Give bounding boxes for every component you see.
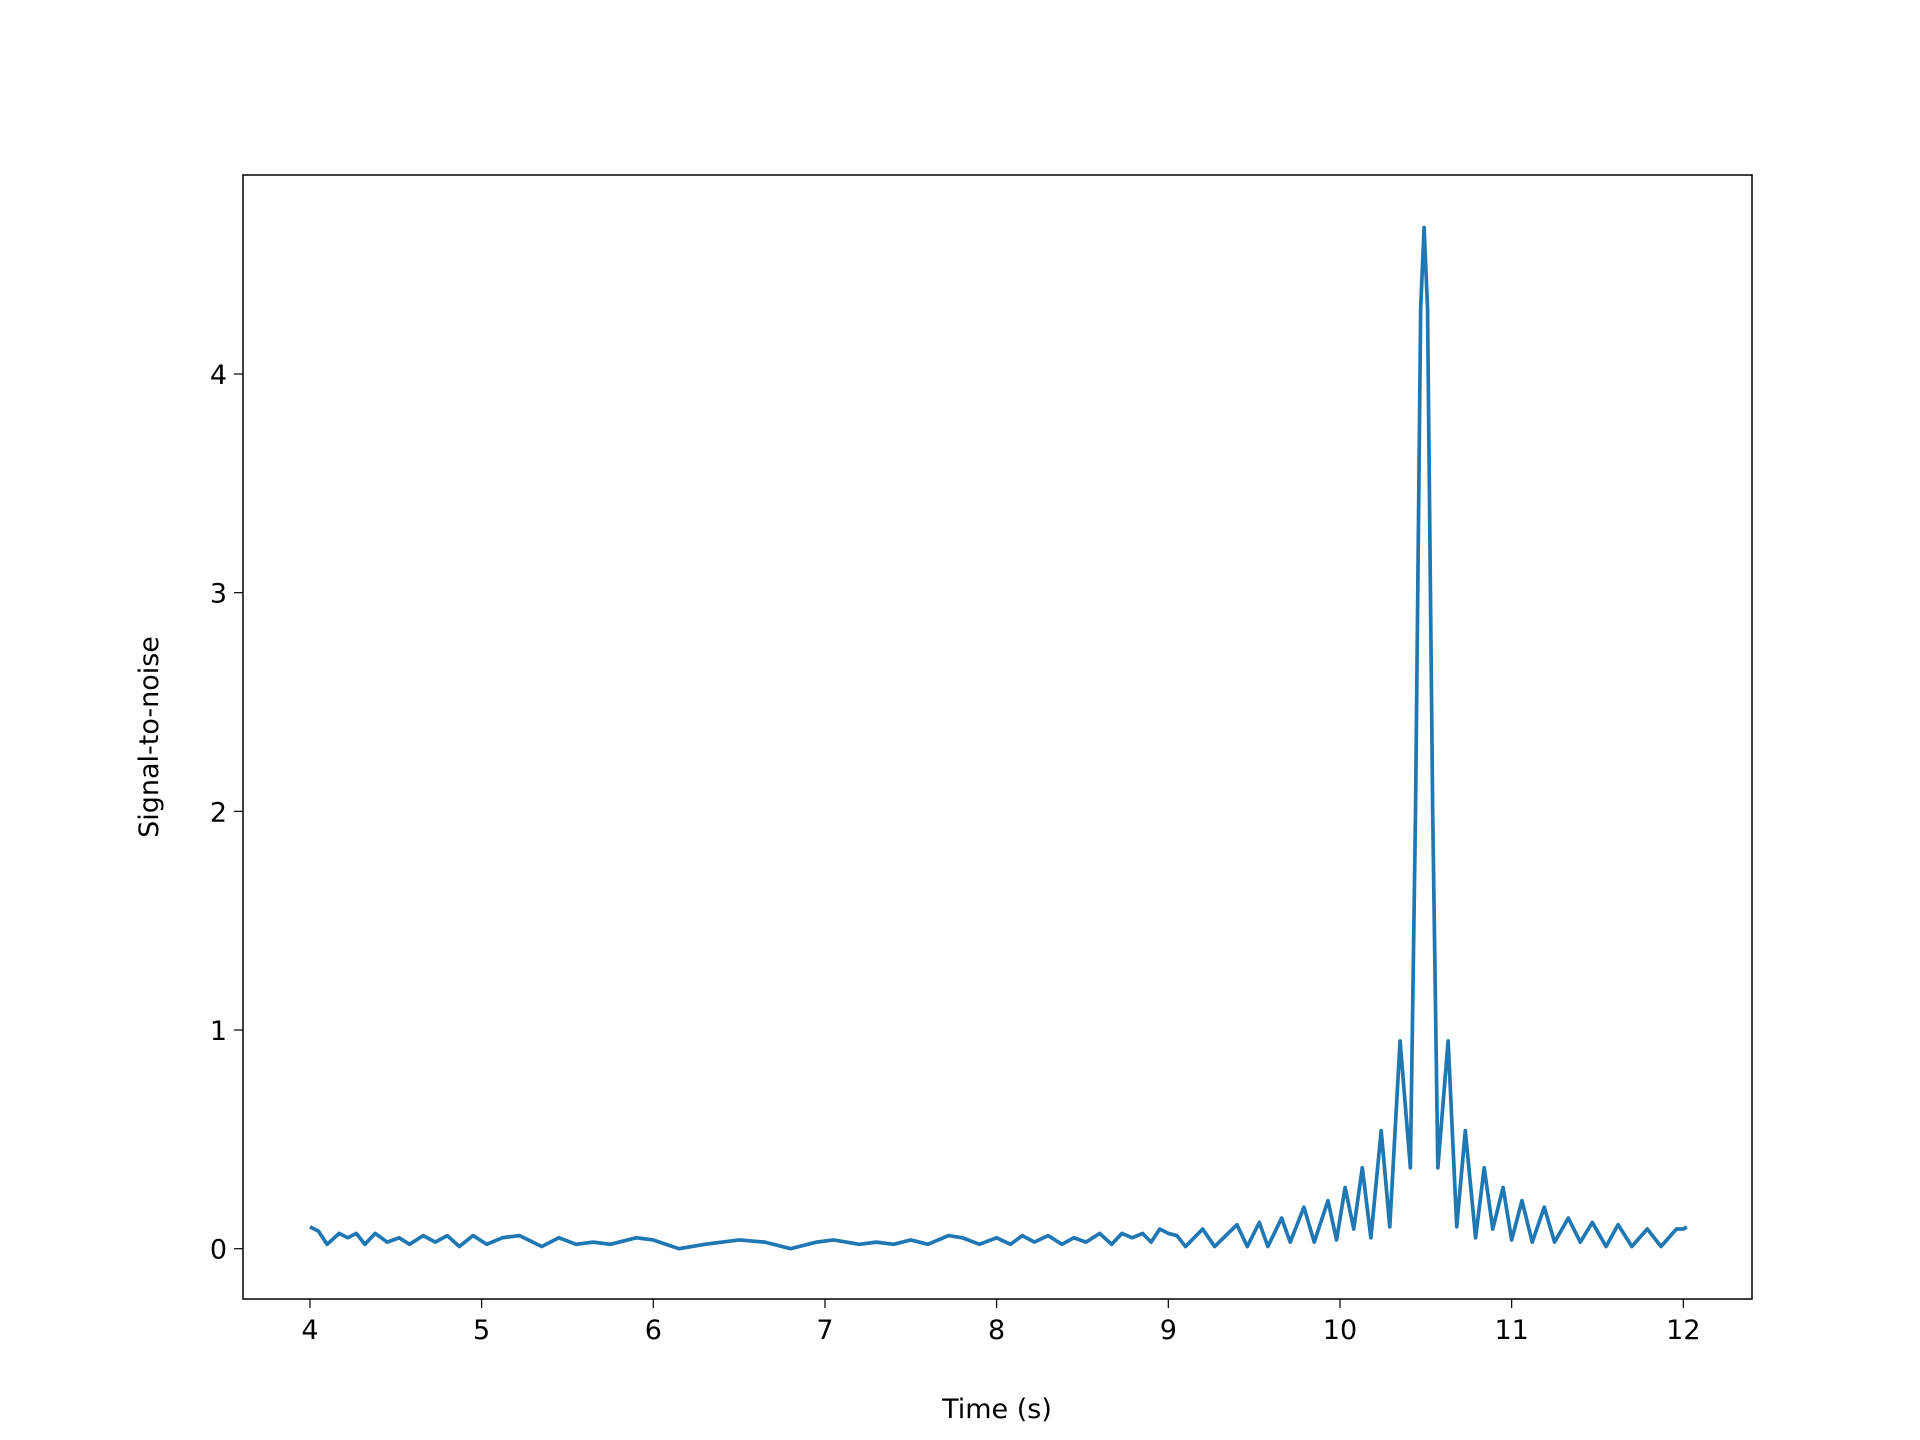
x-tick-label: 9 [1160, 1315, 1177, 1346]
y-tick-label: 4 [210, 360, 227, 391]
y-tick-label: 1 [210, 1016, 227, 1047]
x-tick-label: 11 [1494, 1315, 1528, 1346]
y-axis-label: Signal-to-noise [134, 636, 165, 838]
plot-frame [242, 174, 1753, 1300]
x-tick-label: 10 [1323, 1315, 1357, 1346]
x-tick-label: 4 [301, 1315, 318, 1346]
x-tick-label: 12 [1666, 1315, 1700, 1346]
y-tick-label: 3 [210, 579, 227, 610]
y-tick-label: 2 [210, 797, 227, 828]
data-line [309, 225, 1688, 1251]
x-tick-label: 6 [645, 1315, 662, 1346]
x-tick-label: 5 [473, 1315, 490, 1346]
x-tick-label: 7 [816, 1315, 833, 1346]
y-tick-label: 0 [210, 1235, 227, 1266]
x-axis-label: Time (s) [941, 1394, 1052, 1425]
x-tick-label: 8 [988, 1315, 1005, 1346]
